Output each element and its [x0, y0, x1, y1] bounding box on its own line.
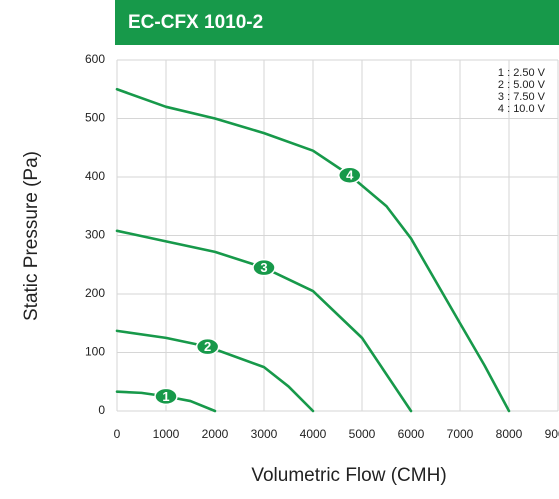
chart-title: EC-CFX 1010-2	[128, 12, 263, 33]
curve-badge	[195, 337, 220, 356]
legend-entry: 4 : 10.0 V	[498, 103, 546, 115]
curve	[115, 329, 315, 413]
curve-badge-label: 1	[162, 389, 169, 404]
grid	[116, 59, 559, 412]
x-tick-label: 5000	[349, 427, 376, 441]
x-tick-label: 1000	[153, 427, 180, 441]
curve-badge	[252, 258, 276, 277]
x-tick-label: 2000	[202, 427, 229, 441]
y-tick-label: 600	[85, 52, 105, 66]
x-tick-label: 3000	[251, 427, 278, 441]
legend-entry: 3 : 7.50 V	[498, 91, 546, 103]
curve-badge-label: 3	[260, 260, 267, 275]
x-axis-label: Volumetric Flow (CMH)	[251, 465, 446, 486]
x-tick-label: 9000	[545, 427, 559, 441]
plot: 1 2 3 4	[115, 87, 511, 413]
curve-badge	[338, 166, 362, 184]
x-tick-label: 7000	[447, 427, 474, 441]
title-bar	[115, 0, 559, 45]
y-tick-label: 200	[85, 286, 105, 300]
curve-badge	[154, 387, 178, 406]
x-tick-label: 4000	[300, 427, 327, 441]
curve-badge-label: 2	[204, 339, 211, 354]
y-tick-label: 400	[85, 169, 105, 183]
y-tick-label: 500	[85, 111, 105, 125]
x-tick-label: 6000	[398, 427, 425, 441]
legend-entry: 2 : 5.00 V	[498, 79, 546, 91]
legend-entry: 1 : 2.50 V	[498, 67, 546, 79]
y-tick-label: 100	[85, 345, 105, 359]
y-tick-label: 0	[98, 403, 105, 417]
x-tick-label: 0	[114, 427, 121, 441]
y-axis-label: Static Pressure (Pa)	[21, 151, 42, 321]
x-tick-label: 8000	[496, 427, 523, 441]
y-tick-label: 300	[85, 228, 105, 242]
curve-badge-label: 4	[346, 168, 354, 183]
legend: 1 : 2.50 V2 : 5.00 V3 : 7.50 V4 : 10.0 V	[498, 67, 546, 115]
